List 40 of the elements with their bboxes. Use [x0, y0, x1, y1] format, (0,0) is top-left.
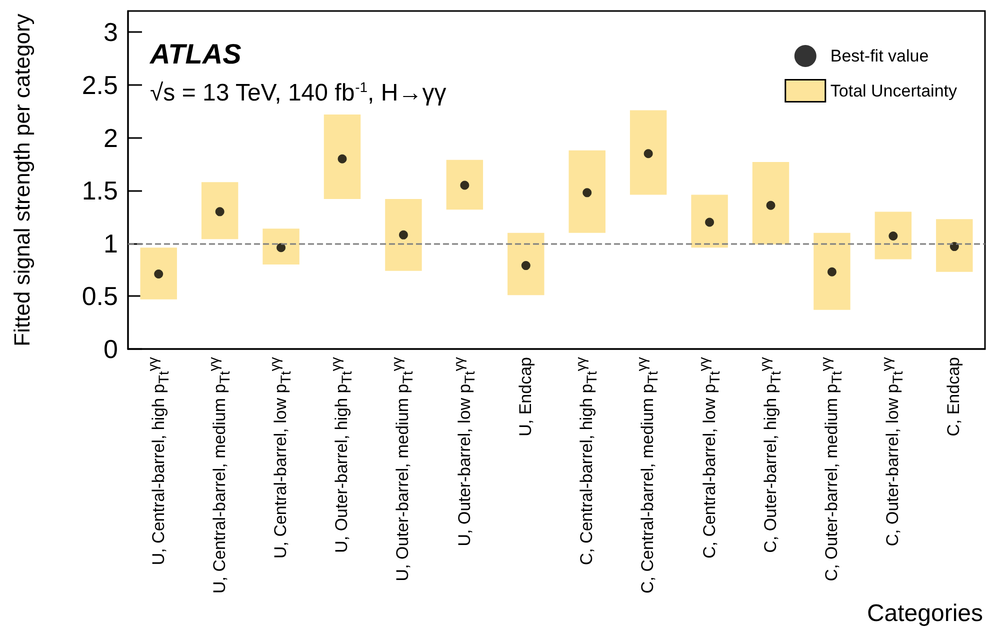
point	[398, 230, 408, 240]
x-tick-label: U, Endcap	[516, 357, 536, 436]
bar	[385, 199, 422, 271]
point	[827, 267, 836, 276]
point	[338, 154, 347, 164]
point	[154, 270, 164, 279]
x-axis-title: Categories	[866, 600, 983, 628]
bar	[752, 162, 790, 244]
y-tick-label: 3	[104, 17, 118, 48]
point	[215, 207, 224, 216]
point	[582, 188, 592, 198]
point	[766, 200, 776, 210]
y-tick-label: 1.5	[82, 176, 118, 206]
bar	[508, 232, 544, 296]
y-tick-label: 2	[104, 122, 118, 153]
y-tick-label: 0	[104, 334, 118, 364]
bar	[201, 182, 238, 240]
y-tick-label: 2.5	[82, 70, 118, 100]
bar	[324, 114, 361, 200]
bar	[568, 150, 606, 233]
bar	[446, 160, 484, 210]
point	[705, 218, 714, 227]
x-tick-label: C, Endcap	[944, 357, 964, 436]
bar	[691, 194, 728, 248]
bar	[630, 110, 667, 195]
bar	[874, 212, 912, 260]
y-axis-title: Fitted signal strength per category	[10, 14, 34, 346]
point	[644, 149, 653, 158]
annotation: ATLAS	[149, 38, 242, 70]
y-tick-label: 0.5	[82, 281, 118, 312]
point	[888, 231, 898, 240]
bar	[814, 232, 850, 310]
point	[460, 180, 470, 190]
bar	[262, 228, 300, 264]
y-tick-label: 1	[104, 228, 118, 258]
legend-label: Best-fit value	[830, 46, 929, 66]
bar	[936, 219, 973, 272]
point	[521, 261, 530, 270]
legend-label: Total Uncertainty	[830, 81, 958, 100]
bar	[140, 248, 177, 300]
